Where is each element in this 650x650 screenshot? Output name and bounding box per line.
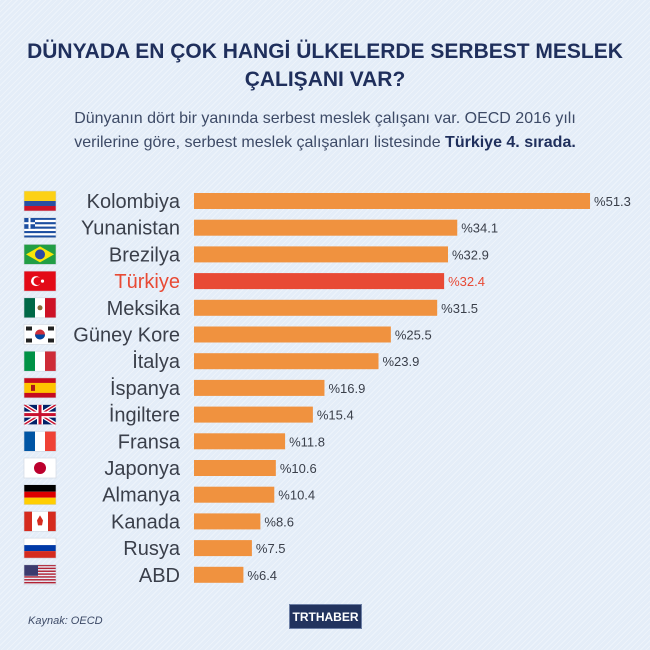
- category-label: İtalya: [132, 350, 181, 373]
- category-label: Brezilya: [109, 244, 181, 266]
- data-label: %11.8: [289, 434, 325, 449]
- flag-usa-icon: [23, 564, 57, 586]
- flag-italy-icon: [23, 350, 57, 372]
- data-label: %7.5: [256, 541, 286, 556]
- bar-ABD: [194, 566, 244, 583]
- flag-canada-icon: [23, 511, 57, 532]
- bar-Japonya: [194, 460, 276, 476]
- bar-Güney Kore: [194, 326, 391, 343]
- data-label: %8.6: [264, 514, 294, 529]
- category-label: Rusya: [123, 538, 181, 560]
- data-label: %15.4: [317, 408, 354, 423]
- trthaber-logo: TRTHABER: [289, 604, 362, 629]
- bar-Fransa: [194, 433, 286, 450]
- flag-germany-icon: [23, 484, 57, 506]
- bar-Meksika: [194, 299, 438, 316]
- bar-Rusya: [194, 540, 252, 557]
- data-label: %10.4: [278, 488, 315, 503]
- title-line: DÜNYADA EN ÇOK HANGİ ÜLKELERDE SERBEST M…: [27, 40, 623, 63]
- flag-france-icon: [23, 430, 57, 452]
- flag-russia-icon: [23, 537, 57, 559]
- subtitle-line: Dünyanın dört bir yanında serbest meslek…: [74, 110, 576, 127]
- chart-subtitle: Dünyanın dört bir yanında serbest meslek…: [20, 107, 630, 155]
- data-label: %16.9: [328, 381, 365, 396]
- source-note: Kaynak: OECD: [28, 615, 103, 627]
- bar-Kolombiya: [194, 193, 591, 209]
- category-label: Güney Kore: [73, 325, 180, 347]
- flag-turkey-icon: [23, 270, 57, 292]
- data-label: %25.5: [395, 328, 432, 343]
- bar-İtalya: [194, 353, 379, 370]
- bar-Brezilya: [194, 246, 448, 263]
- flag-brazil-icon: [23, 244, 57, 265]
- subtitle-text: verilerine göre, serbest meslek çalışanl…: [74, 134, 446, 151]
- flag-south-korea-icon: [23, 324, 57, 345]
- chart-title: DÜNYADA EN ÇOK HANGİ ÜLKELERDE SERBEST M…: [0, 38, 650, 94]
- bar-Almanya: [194, 486, 275, 503]
- category-label: Japonya: [104, 458, 180, 480]
- subtitle-highlight: Türkiye 4. sırada.: [445, 134, 576, 151]
- category-label: Türkiye: [114, 271, 180, 293]
- category-label: Kanada: [111, 511, 181, 533]
- data-label: %34.1: [461, 221, 498, 236]
- category-label: Kolombiya: [87, 191, 181, 213]
- data-label: %10.6: [280, 461, 317, 476]
- title-line: ÇALIŞANI VAR?: [244, 68, 406, 91]
- category-label: ABD: [139, 565, 180, 587]
- data-label: %32.4: [448, 274, 485, 289]
- data-label: %32.9: [452, 247, 489, 262]
- data-label: %23.9: [383, 354, 420, 369]
- data-label: %31.5: [441, 301, 478, 316]
- category-label: İspanya: [110, 377, 181, 400]
- category-label: İngiltere: [109, 404, 180, 427]
- flag-mexico-icon: [23, 297, 57, 319]
- category-label: Fransa: [118, 431, 181, 453]
- data-label: %51.3: [594, 194, 631, 209]
- flag-uk-icon: [22, 402, 58, 427]
- bar-Kanada: [194, 513, 261, 530]
- bar-İngiltere: [194, 406, 313, 423]
- bar-İspanya: [194, 379, 325, 396]
- category-label: Yunanistan: [81, 218, 180, 240]
- bar-Türkiye: [194, 273, 445, 290]
- bar-Yunanistan: [194, 219, 458, 236]
- category-label: Almanya: [102, 485, 181, 507]
- flag-greece-icon: [23, 217, 57, 238]
- flag-spain-icon: [23, 377, 57, 399]
- flag-colombia-icon: [23, 190, 57, 212]
- flag-japan-icon: [23, 457, 57, 479]
- subtitle-line: verilerine göre, serbest meslek çalışanl…: [20, 131, 630, 155]
- data-label: %6.4: [247, 568, 277, 583]
- category-label: Meksika: [107, 298, 181, 320]
